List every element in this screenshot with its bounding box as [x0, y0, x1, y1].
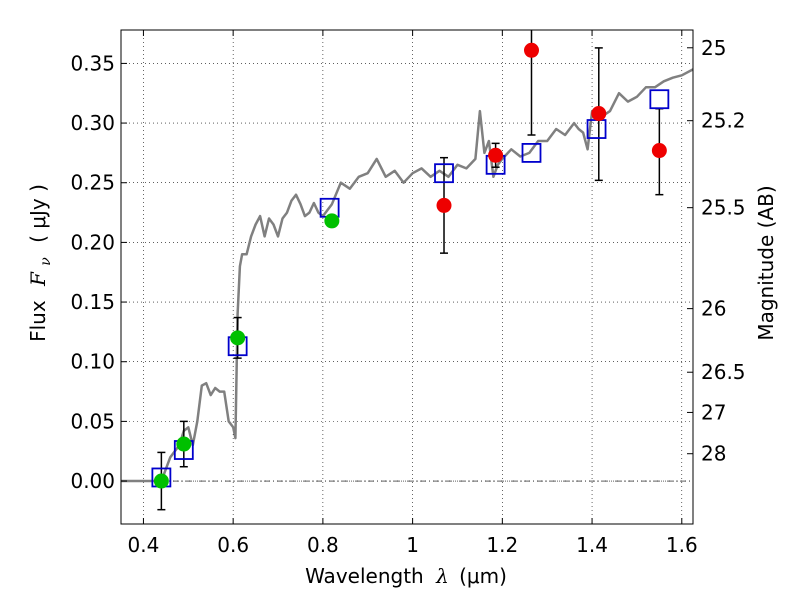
optical-point — [230, 330, 246, 346]
x-tick-label: 0.6 — [217, 533, 249, 557]
y-axis-label: Flux F ν ( μJy ) — [26, 184, 55, 342]
magnitude-tick-label: 27 — [701, 400, 726, 424]
optical-point — [324, 213, 340, 229]
x-axis-label: Wavelength λ (μm) — [305, 564, 507, 588]
model-photometry-points — [151, 89, 670, 488]
nir-point — [651, 143, 667, 159]
y-tick-label: 0.35 — [70, 51, 115, 75]
x-tick-label: 0.4 — [128, 533, 160, 557]
y-tick-label: 0.05 — [70, 409, 115, 433]
optical-point — [153, 473, 169, 489]
magnitude-tick-label: 26 — [701, 297, 726, 321]
error-bars — [157, 30, 664, 511]
magnitude-tick-label: 28 — [701, 442, 726, 466]
grid — [121, 30, 693, 524]
nir-point — [523, 42, 539, 58]
model-band-square — [649, 89, 670, 110]
magnitude-tick-label: 25.5 — [701, 196, 746, 220]
observed-points — [153, 42, 667, 489]
model-spectrum — [121, 68, 694, 483]
y-tick-label: 0.10 — [70, 350, 115, 374]
x-tick-label: 0.8 — [307, 533, 339, 557]
y-tick-label: 0.30 — [70, 111, 115, 135]
model-band-square — [434, 163, 454, 184]
nir-point — [436, 197, 452, 213]
x-tick-label: 1 — [406, 533, 419, 557]
x-tick-label: 1.2 — [486, 533, 518, 557]
magnitude-tick-label: 25 — [701, 36, 726, 60]
nir-point — [488, 147, 504, 163]
y-tick-label: 0.15 — [70, 290, 115, 314]
magnitude-tick-label: 25.2 — [701, 109, 746, 133]
model-band-square — [521, 143, 542, 163]
x-tick-label: 1.6 — [666, 533, 698, 557]
model-spectrum-line — [121, 68, 694, 483]
magnitude-axis-label: Magnitude (AB) — [754, 185, 778, 340]
axis-ticks: 0.4 0.6 0.8 1 1.2 1.4 1.6 0.00 0.05 0.10 0.15 0.20 0… — [70, 30, 746, 557]
nir-point — [591, 106, 607, 122]
x-tick-label: 1.4 — [576, 533, 608, 557]
y-tick-label: 0.20 — [70, 230, 115, 254]
y-tick-label: 0.00 — [70, 469, 115, 493]
optical-point — [176, 436, 192, 452]
magnitude-tick-label: 26.5 — [701, 360, 746, 384]
plot-frame — [120, 29, 694, 525]
y-tick-label: 0.25 — [70, 171, 115, 195]
